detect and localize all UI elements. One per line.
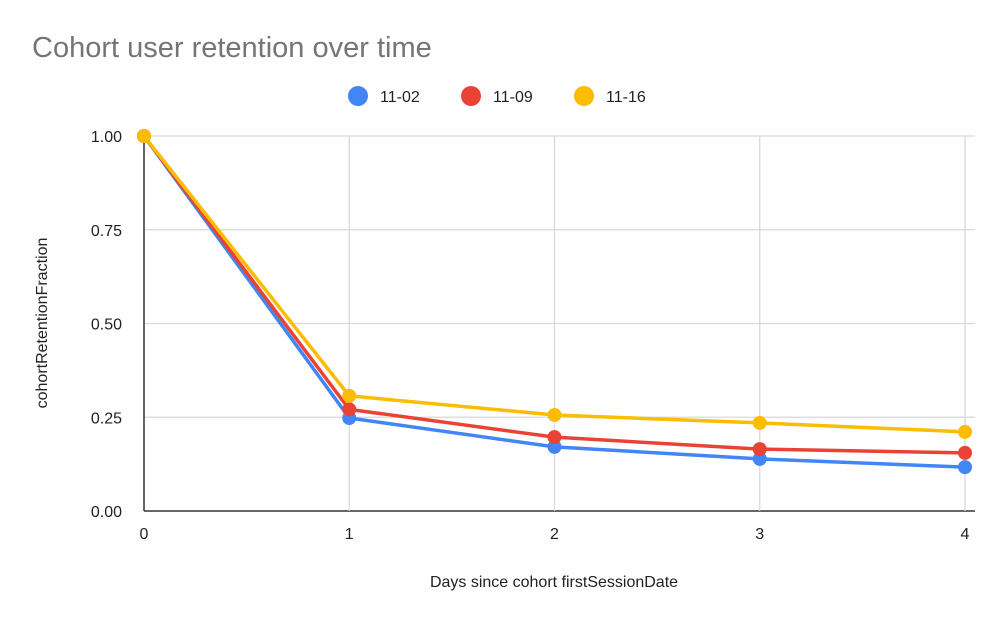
data-point-11-09	[342, 402, 357, 417]
y-axis-label: cohortRetentionFraction	[34, 238, 51, 409]
legend-marker	[348, 86, 368, 106]
data-point-11-16	[752, 415, 767, 430]
legend-marker	[461, 86, 481, 106]
data-point-11-16	[547, 408, 562, 422]
chart-title: Cohort user retention over time	[32, 32, 432, 64]
x-tick-label: 4	[961, 526, 970, 543]
data-point-11-09	[958, 445, 972, 460]
x-axis-label: Days since cohort firstSessionDate	[430, 574, 678, 591]
x-tick-label: 3	[755, 526, 764, 543]
y-tick-label: 0.75	[91, 223, 122, 240]
data-point-11-09	[752, 442, 767, 457]
data-point-11-02	[752, 451, 767, 466]
data-point-11-02	[547, 439, 562, 454]
legend-marker	[574, 86, 594, 106]
x-tick-label: 0	[140, 526, 149, 543]
data-point-11-16	[342, 388, 357, 403]
y-tick-label: 1.00	[91, 129, 122, 146]
data-point-11-02	[958, 460, 972, 475]
data-point-11-09	[547, 430, 562, 445]
x-tick-label: 1	[345, 526, 354, 543]
data-point-11-16	[137, 129, 151, 143]
y-tick-label: 0.25	[91, 410, 122, 427]
legend-label: 11-09	[493, 89, 533, 106]
legend-label: 11-02	[380, 89, 420, 106]
y-tick-label: 0.00	[91, 504, 122, 521]
data-point-11-16	[958, 424, 972, 439]
y-tick-label: 0.50	[91, 317, 122, 334]
legend-label: 11-16	[606, 89, 646, 106]
x-tick-label: 2	[550, 526, 559, 543]
